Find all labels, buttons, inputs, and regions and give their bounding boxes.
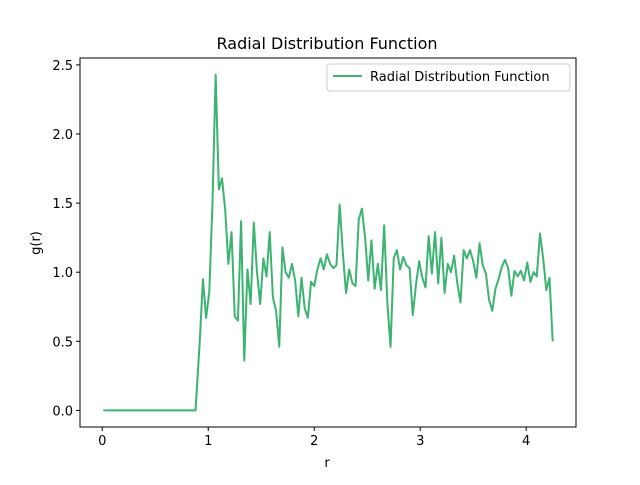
legend-box bbox=[326, 63, 571, 92]
y-tick-label: 0.0 bbox=[52, 404, 73, 419]
x-tick-label: 4 bbox=[522, 434, 530, 449]
y-tick-label: 2.5 bbox=[52, 59, 73, 74]
plot-area bbox=[103, 73, 554, 412]
chart-title: Radial Distribution Function bbox=[217, 34, 438, 53]
y-tick-label: 1.5 bbox=[52, 197, 73, 212]
series-line bbox=[103, 73, 554, 412]
y-tick-label: 1.0 bbox=[52, 266, 73, 281]
x-tick-label: 0 bbox=[98, 434, 106, 449]
legend-label: Radial Distribution Function bbox=[370, 70, 550, 85]
x-tick-label: 2 bbox=[310, 434, 318, 449]
x-axis-label: r bbox=[324, 456, 330, 471]
y-axis-label: g(r) bbox=[29, 231, 44, 255]
legend: Radial Distribution Function bbox=[326, 63, 571, 92]
x-tick-label: 3 bbox=[416, 434, 424, 449]
y-tick-label: 0.5 bbox=[52, 335, 73, 350]
y-tick-label: 2.0 bbox=[52, 128, 73, 143]
x-axis: 0 1 2 3 4 bbox=[98, 427, 530, 449]
y-axis: 0.0 0.5 1.0 1.5 2.0 2.5 bbox=[52, 59, 80, 419]
plot-frame bbox=[79, 57, 577, 428]
x-tick-label: 1 bbox=[204, 434, 212, 449]
